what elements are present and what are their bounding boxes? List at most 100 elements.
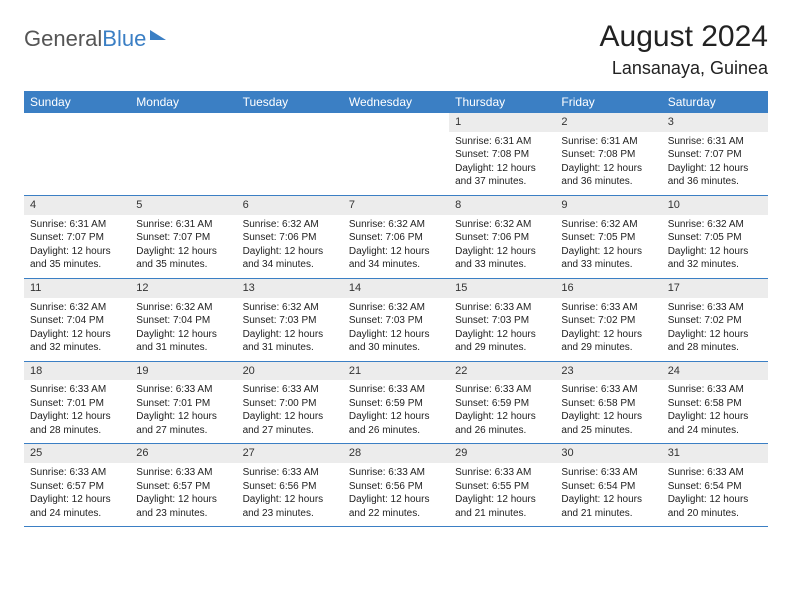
daylight-text: Daylight: 12 hours and 23 minutes. — [136, 493, 230, 520]
daylight-text: Daylight: 12 hours and 31 minutes. — [243, 328, 337, 355]
calendar-week-row: 1Sunrise: 6:31 AMSunset: 7:08 PMDaylight… — [24, 113, 768, 195]
weekday-header: Thursday — [449, 91, 555, 113]
sunrise-text: Sunrise: 6:33 AM — [561, 301, 655, 315]
day-body: Sunrise: 6:31 AMSunset: 7:07 PMDaylight:… — [130, 215, 236, 278]
calendar-day-cell: 1Sunrise: 6:31 AMSunset: 7:08 PMDaylight… — [449, 113, 555, 195]
day-body: Sunrise: 6:33 AMSunset: 7:03 PMDaylight:… — [449, 298, 555, 361]
brand-part2: Blue — [102, 26, 146, 52]
daylight-text: Daylight: 12 hours and 34 minutes. — [349, 245, 443, 272]
calendar-day-cell: 31Sunrise: 6:33 AMSunset: 6:54 PMDayligh… — [662, 444, 768, 527]
calendar-day-cell: 19Sunrise: 6:33 AMSunset: 7:01 PMDayligh… — [130, 361, 236, 444]
sunset-text: Sunset: 6:57 PM — [30, 480, 124, 494]
day-number: 7 — [343, 196, 449, 215]
daylight-text: Daylight: 12 hours and 28 minutes. — [668, 328, 762, 355]
day-body: Sunrise: 6:33 AMSunset: 6:59 PMDaylight:… — [449, 380, 555, 443]
calendar-day-cell: 25Sunrise: 6:33 AMSunset: 6:57 PMDayligh… — [24, 444, 130, 527]
day-body: Sunrise: 6:31 AMSunset: 7:08 PMDaylight:… — [449, 132, 555, 195]
daylight-text: Daylight: 12 hours and 30 minutes. — [349, 328, 443, 355]
day-number: 8 — [449, 196, 555, 215]
sunset-text: Sunset: 7:07 PM — [136, 231, 230, 245]
brand-triangle-icon — [150, 30, 166, 40]
daylight-text: Daylight: 12 hours and 31 minutes. — [136, 328, 230, 355]
sunrise-text: Sunrise: 6:33 AM — [668, 466, 762, 480]
calendar-day-cell: 16Sunrise: 6:33 AMSunset: 7:02 PMDayligh… — [555, 278, 661, 361]
sunrise-text: Sunrise: 6:32 AM — [243, 218, 337, 232]
sunset-text: Sunset: 7:02 PM — [668, 314, 762, 328]
sunrise-text: Sunrise: 6:31 AM — [561, 135, 655, 149]
sunset-text: Sunset: 6:54 PM — [561, 480, 655, 494]
day-body: Sunrise: 6:33 AMSunset: 6:56 PMDaylight:… — [343, 463, 449, 526]
sunrise-text: Sunrise: 6:32 AM — [561, 218, 655, 232]
sunrise-text: Sunrise: 6:33 AM — [561, 466, 655, 480]
sunset-text: Sunset: 7:03 PM — [349, 314, 443, 328]
daylight-text: Daylight: 12 hours and 21 minutes. — [561, 493, 655, 520]
day-number: 27 — [237, 444, 343, 463]
sunrise-text: Sunrise: 6:33 AM — [349, 466, 443, 480]
daylight-text: Daylight: 12 hours and 28 minutes. — [30, 410, 124, 437]
weekday-header: Friday — [555, 91, 661, 113]
sunset-text: Sunset: 6:57 PM — [136, 480, 230, 494]
day-body: Sunrise: 6:32 AMSunset: 7:06 PMDaylight:… — [343, 215, 449, 278]
weekday-header: Wednesday — [343, 91, 449, 113]
calendar-day-cell: 8Sunrise: 6:32 AMSunset: 7:06 PMDaylight… — [449, 195, 555, 278]
month-title: August 2024 — [600, 20, 768, 54]
day-number: 12 — [130, 279, 236, 298]
daylight-text: Daylight: 12 hours and 23 minutes. — [243, 493, 337, 520]
brand-logo: GeneralBlue — [24, 20, 166, 52]
calendar-day-cell — [24, 113, 130, 195]
calendar-day-cell: 4Sunrise: 6:31 AMSunset: 7:07 PMDaylight… — [24, 195, 130, 278]
day-number: 18 — [24, 362, 130, 381]
day-number: 24 — [662, 362, 768, 381]
sunset-text: Sunset: 6:58 PM — [668, 397, 762, 411]
day-number: 23 — [555, 362, 661, 381]
calendar-day-cell: 13Sunrise: 6:32 AMSunset: 7:03 PMDayligh… — [237, 278, 343, 361]
daylight-text: Daylight: 12 hours and 35 minutes. — [30, 245, 124, 272]
day-body: Sunrise: 6:33 AMSunset: 6:57 PMDaylight:… — [24, 463, 130, 526]
day-body: Sunrise: 6:33 AMSunset: 6:54 PMDaylight:… — [662, 463, 768, 526]
daylight-text: Daylight: 12 hours and 33 minutes. — [455, 245, 549, 272]
sunrise-text: Sunrise: 6:33 AM — [30, 466, 124, 480]
calendar-day-cell: 22Sunrise: 6:33 AMSunset: 6:59 PMDayligh… — [449, 361, 555, 444]
calendar-day-cell: 14Sunrise: 6:32 AMSunset: 7:03 PMDayligh… — [343, 278, 449, 361]
calendar-day-cell: 7Sunrise: 6:32 AMSunset: 7:06 PMDaylight… — [343, 195, 449, 278]
calendar-day-cell: 12Sunrise: 6:32 AMSunset: 7:04 PMDayligh… — [130, 278, 236, 361]
sunrise-text: Sunrise: 6:33 AM — [30, 383, 124, 397]
sunrise-text: Sunrise: 6:31 AM — [668, 135, 762, 149]
sunrise-text: Sunrise: 6:32 AM — [136, 301, 230, 315]
day-body: Sunrise: 6:32 AMSunset: 7:06 PMDaylight:… — [237, 215, 343, 278]
sunset-text: Sunset: 7:06 PM — [349, 231, 443, 245]
daylight-text: Daylight: 12 hours and 35 minutes. — [136, 245, 230, 272]
calendar-day-cell: 3Sunrise: 6:31 AMSunset: 7:07 PMDaylight… — [662, 113, 768, 195]
sunset-text: Sunset: 6:58 PM — [561, 397, 655, 411]
day-body: Sunrise: 6:33 AMSunset: 7:01 PMDaylight:… — [24, 380, 130, 443]
daylight-text: Daylight: 12 hours and 34 minutes. — [243, 245, 337, 272]
day-number: 9 — [555, 196, 661, 215]
sunrise-text: Sunrise: 6:33 AM — [243, 466, 337, 480]
sunrise-text: Sunrise: 6:32 AM — [668, 218, 762, 232]
brand-part1: General — [24, 26, 102, 52]
sunrise-text: Sunrise: 6:33 AM — [455, 383, 549, 397]
day-body: Sunrise: 6:33 AMSunset: 7:01 PMDaylight:… — [130, 380, 236, 443]
sunrise-text: Sunrise: 6:32 AM — [243, 301, 337, 315]
sunset-text: Sunset: 6:54 PM — [668, 480, 762, 494]
sunrise-text: Sunrise: 6:33 AM — [136, 383, 230, 397]
calendar-week-row: 11Sunrise: 6:32 AMSunset: 7:04 PMDayligh… — [24, 278, 768, 361]
sunset-text: Sunset: 7:07 PM — [668, 148, 762, 162]
day-body: Sunrise: 6:33 AMSunset: 7:02 PMDaylight:… — [662, 298, 768, 361]
day-number: 29 — [449, 444, 555, 463]
calendar-day-cell: 18Sunrise: 6:33 AMSunset: 7:01 PMDayligh… — [24, 361, 130, 444]
day-number: 10 — [662, 196, 768, 215]
day-body: Sunrise: 6:32 AMSunset: 7:05 PMDaylight:… — [662, 215, 768, 278]
weekday-header: Tuesday — [237, 91, 343, 113]
day-number: 3 — [662, 113, 768, 132]
calendar-day-cell: 30Sunrise: 6:33 AMSunset: 6:54 PMDayligh… — [555, 444, 661, 527]
calendar-day-cell: 6Sunrise: 6:32 AMSunset: 7:06 PMDaylight… — [237, 195, 343, 278]
daylight-text: Daylight: 12 hours and 29 minutes. — [455, 328, 549, 355]
calendar-day-cell: 15Sunrise: 6:33 AMSunset: 7:03 PMDayligh… — [449, 278, 555, 361]
day-number: 15 — [449, 279, 555, 298]
daylight-text: Daylight: 12 hours and 24 minutes. — [30, 493, 124, 520]
sunrise-text: Sunrise: 6:33 AM — [668, 383, 762, 397]
day-number: 11 — [24, 279, 130, 298]
sunrise-text: Sunrise: 6:31 AM — [30, 218, 124, 232]
calendar-day-cell: 20Sunrise: 6:33 AMSunset: 7:00 PMDayligh… — [237, 361, 343, 444]
